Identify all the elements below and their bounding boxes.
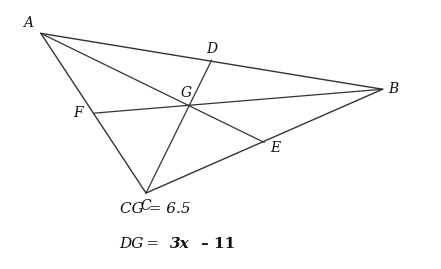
- Text: E: E: [270, 141, 280, 155]
- Text: DG =: DG =: [120, 237, 163, 251]
- Text: D: D: [206, 42, 217, 56]
- Text: C: C: [141, 199, 151, 213]
- Text: F: F: [73, 106, 83, 120]
- Text: A: A: [22, 16, 33, 30]
- Text: G: G: [181, 86, 192, 100]
- Text: B: B: [389, 82, 399, 96]
- Text: – 11: – 11: [201, 237, 235, 251]
- Text: CG = 6.5: CG = 6.5: [120, 202, 191, 216]
- Text: 3x: 3x: [170, 237, 190, 251]
